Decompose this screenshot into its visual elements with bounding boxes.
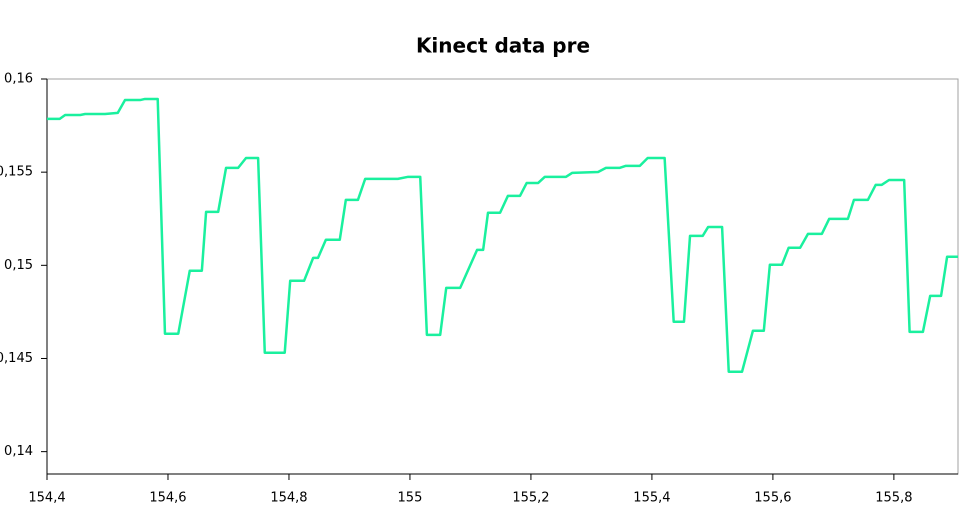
data-line xyxy=(47,97,958,373)
x-tick-label: 155,4 xyxy=(633,491,670,506)
chart-title: Kinect data pre xyxy=(416,34,590,58)
x-tick-label: 154,6 xyxy=(149,491,186,506)
y-tick-label: 0,155 xyxy=(0,165,33,180)
y-tick-label: 0,16 xyxy=(4,72,33,87)
plot-frame xyxy=(46,78,959,475)
x-tick-label: 154,8 xyxy=(270,491,307,506)
y-tick-label: 0,15 xyxy=(4,258,33,273)
x-tick-label: 155,8 xyxy=(875,491,912,506)
y-tick-label: 0,14 xyxy=(4,444,33,459)
y-tick-label: 0,145 xyxy=(0,351,33,366)
x-tick-label: 154,4 xyxy=(28,491,65,506)
x-tick-label: 155,2 xyxy=(512,491,549,506)
x-tick-label: 155 xyxy=(398,491,423,506)
x-tick-label: 155,6 xyxy=(754,491,791,506)
